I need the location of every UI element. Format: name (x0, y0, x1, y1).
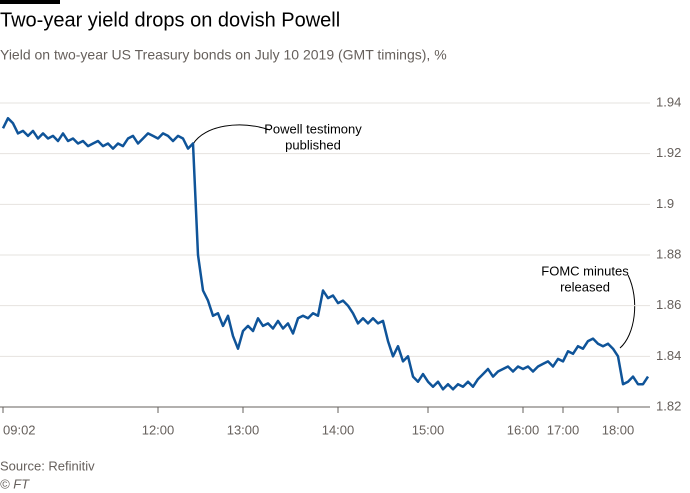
annotation: published (285, 137, 341, 152)
y-tick-label: 1.82 (656, 398, 681, 413)
title-bar (0, 0, 60, 4)
chart-title: Two-year yield drops on dovish Powell (0, 9, 340, 31)
annotation: Powell testimony (264, 121, 362, 136)
source: Source: Refinitiv (0, 458, 95, 473)
annotation-connector (619, 274, 636, 349)
y-tick-label: 1.86 (656, 297, 681, 312)
annotation: released (560, 279, 610, 294)
y-tick-label: 1.94 (656, 94, 681, 109)
annotation-connector (192, 124, 271, 145)
x-tick-label: 16:00 (507, 422, 540, 437)
annotation: FOMC minutes (541, 263, 629, 278)
x-tick-label: 09:02 (3, 422, 36, 437)
x-tick-label: 17:00 (547, 422, 580, 437)
y-tick-label: 1.84 (656, 348, 681, 363)
x-tick-label: 13:00 (227, 422, 260, 437)
y-tick-label: 1.9 (656, 196, 674, 211)
x-tick-label: 14:00 (322, 422, 355, 437)
y-tick-label: 1.92 (656, 145, 681, 160)
x-tick-label: 12:00 (142, 422, 175, 437)
chart-subtitle: Yield on two-year US Treasury bonds on J… (0, 47, 447, 63)
y-tick-label: 1.88 (656, 246, 681, 261)
x-tick-label: 15:00 (412, 422, 445, 437)
x-tick-label: 18:00 (602, 422, 635, 437)
line-series (1, 116, 650, 391)
credit: © FT (0, 476, 30, 491)
